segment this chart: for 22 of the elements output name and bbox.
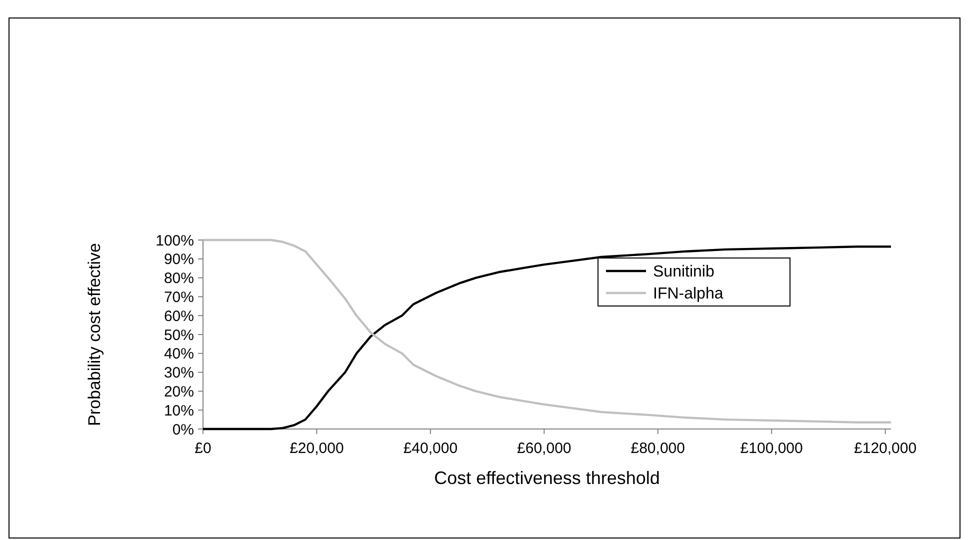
y-tick-label: 30% — [164, 364, 194, 382]
legend-label: Sunitinib — [653, 264, 714, 281]
y-tick-label: 60% — [164, 308, 194, 325]
x-tick-label: £100,000 — [740, 440, 803, 457]
x-tick-label: £40,000 — [403, 440, 458, 457]
y-tick-label: 0% — [172, 421, 194, 438]
x-tick-label: £20,000 — [290, 440, 344, 457]
x-tick-label: £60,000 — [517, 440, 572, 457]
x-tick-label: £0 — [194, 440, 212, 457]
y-tick-label: 20% — [164, 383, 194, 400]
x-axis-title: Cost effectiveness threshold — [434, 468, 660, 488]
y-tick-label: 40% — [164, 346, 194, 363]
x-tick-label: £80,000 — [630, 440, 685, 457]
y-tick-label: 10% — [164, 402, 194, 420]
x-tick-label: £120,000 — [854, 440, 917, 457]
y-tick-label: 80% — [164, 270, 194, 288]
y-tick-label: 50% — [164, 326, 194, 344]
y-tick-label: 70% — [164, 288, 194, 306]
y-tick-label: 90% — [164, 251, 194, 268]
legend-label: IFN-alpha — [653, 286, 724, 303]
y-axis-title: Probability cost effective — [85, 243, 104, 426]
y-tick-label: 100% — [156, 232, 194, 250]
